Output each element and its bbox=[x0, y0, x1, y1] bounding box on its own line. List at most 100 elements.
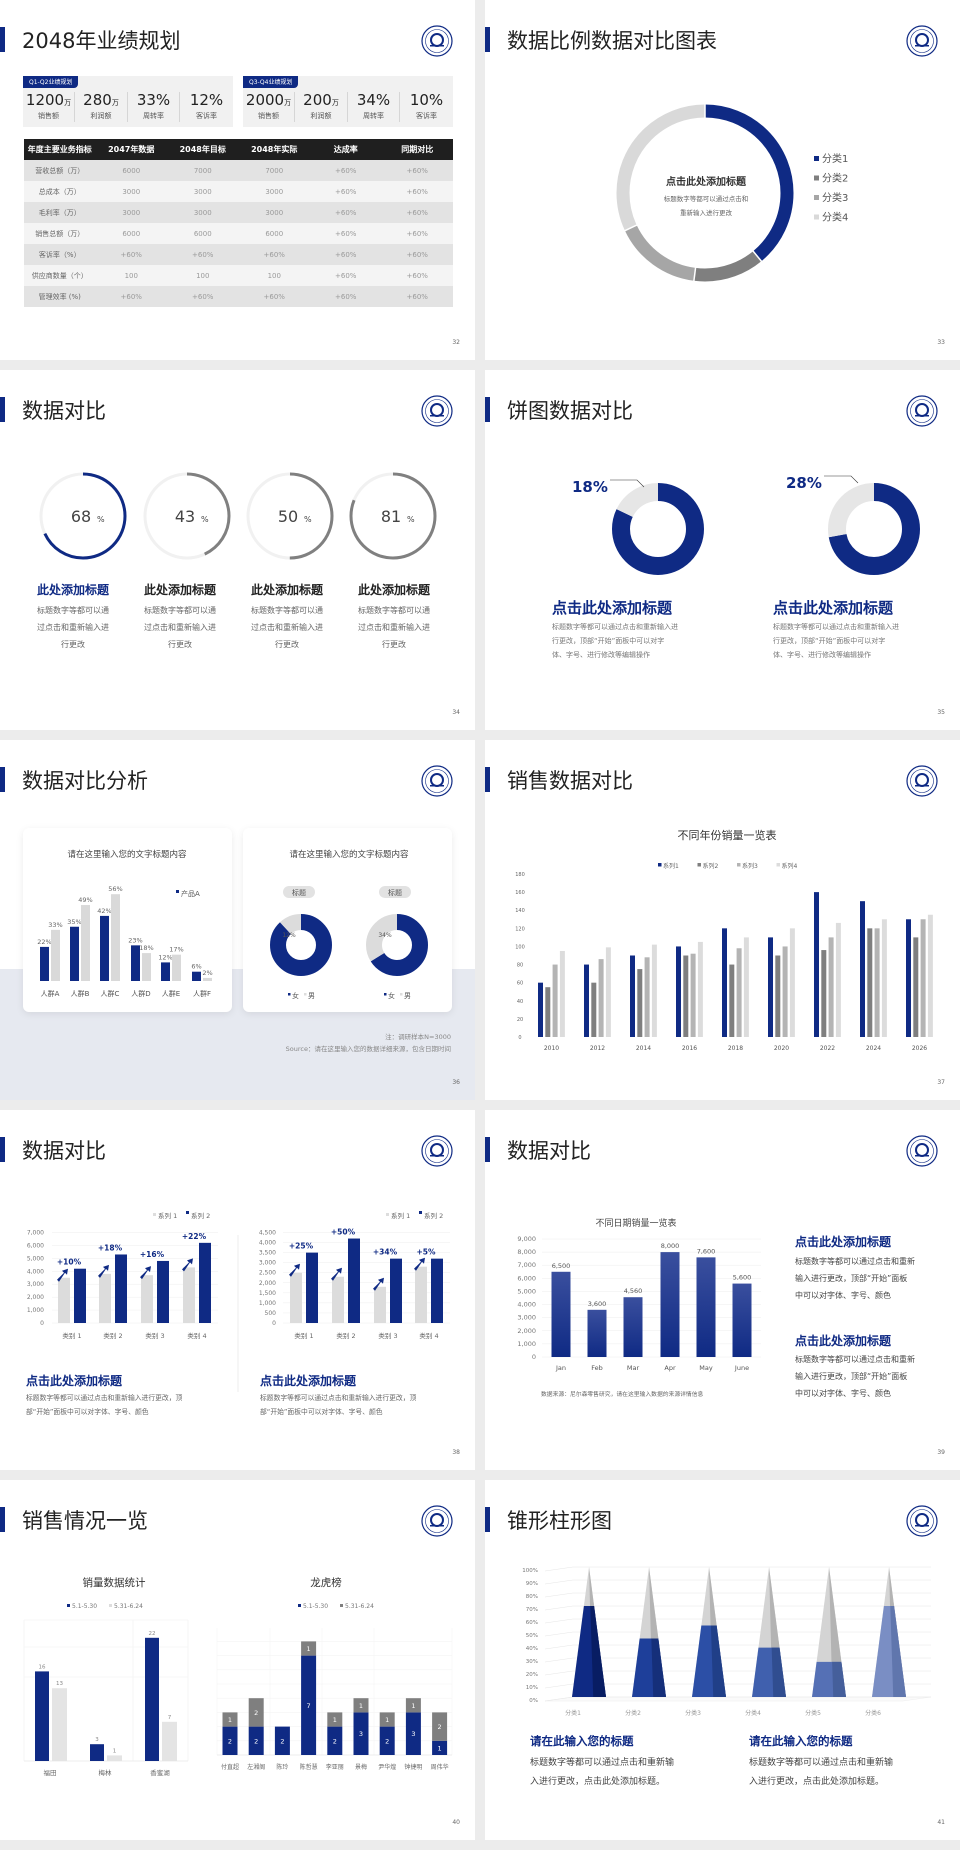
growth-label: +5% bbox=[416, 1248, 436, 1257]
university-seal-icon bbox=[906, 395, 938, 427]
title-accent-bar bbox=[485, 767, 490, 792]
slide-32[interactable]: 2048年业绩规划 32 Q1-Q2业绩规划 1200万 销售额 280万 利润额 33% 周转… bbox=[0, 0, 475, 360]
x-tick-label: 类别 2 bbox=[103, 1331, 122, 1340]
bar-人群B bbox=[81, 905, 90, 981]
table-cell: +60% bbox=[381, 202, 453, 223]
donut-percent-label: 28% bbox=[786, 474, 822, 492]
donut-percent-label: 34% bbox=[378, 932, 392, 939]
page-number: 37 bbox=[937, 1079, 945, 1086]
slide-33[interactable]: 数据比例数据对比图表 33 点击此处添加标题 标题数字等都可以通过点击和 重新输入进行更… bbox=[485, 0, 960, 360]
slide-35[interactable]: 饼图数据对比 35 18% 点击此处添加标题 标题数字等都可以通过点击和重新输入进 行更改… bbox=[485, 370, 960, 730]
x-tick-label: 2012 bbox=[590, 1045, 605, 1052]
slide-39[interactable]: 数据对比 39 不同日期销量一览表 0 1,000 2,000 3,000 4,000 5,00… bbox=[485, 1110, 960, 1470]
stacked-bar-5.1-5.30-陈哲慧 bbox=[301, 1655, 317, 1755]
donut-center-desc: 重新输入进行更改 bbox=[680, 208, 733, 217]
legend-label: 系列 1 bbox=[158, 1211, 177, 1220]
table-cell: +60% bbox=[310, 202, 382, 223]
university-seal-icon bbox=[906, 1135, 938, 1167]
slide-title: 数据对比 bbox=[22, 399, 106, 423]
bar-series2-类别 3 bbox=[157, 1260, 169, 1323]
bar-人群C bbox=[100, 915, 109, 981]
text-description: 标题数字等都可以通过点击和重新输 bbox=[530, 1756, 674, 1768]
bar-系列2-2026 bbox=[913, 937, 919, 1037]
slide-36[interactable]: 数据对比分析 36 请在这里输入您的文字标题内容 请在这里输入您的文字标题内容 22% 3… bbox=[0, 740, 475, 1100]
chart-title: 龙虎榜 bbox=[310, 1576, 342, 1589]
source-text: Source：请在这里输入您的数据详细来源，包含日期时间 bbox=[286, 1044, 451, 1053]
table-cell: 6000 bbox=[95, 160, 167, 181]
item-description: 体、字号、进行修改等编辑操作 bbox=[773, 650, 871, 659]
table-cell: 客诉率（%） bbox=[24, 244, 96, 265]
source-text: 数据来源：尼尔森零售研究，请在这里输入数据的来源详情信息 bbox=[541, 1390, 704, 1398]
page-number: 40 bbox=[452, 1819, 460, 1826]
legend-swatch bbox=[176, 890, 179, 893]
page-number: 39 bbox=[937, 1449, 945, 1456]
bar-value-label: 7 bbox=[168, 1715, 172, 1721]
table-cell: 100 bbox=[95, 265, 167, 286]
bar-value-label: 3,600 bbox=[588, 1300, 607, 1308]
slide-38[interactable]: 数据对比 38 0 1,000 2,000 3,000 4,000 5,000 6,000 7,0… bbox=[0, 1110, 475, 1470]
legend-label: 女 bbox=[292, 991, 299, 1000]
bar-chart-card bbox=[23, 828, 232, 1012]
page-number: 33 bbox=[937, 339, 945, 346]
slide-37[interactable]: 销售数据对比 37 不同年份销量一览表 系列1 系列2 系列3 系列4 0 20 40 60 80 10… bbox=[485, 740, 960, 1100]
bar-人群D bbox=[131, 945, 140, 981]
legend-label: 系列4 bbox=[782, 862, 798, 870]
x-tick-label: May bbox=[699, 1364, 713, 1372]
bar-series1-类别 1 bbox=[58, 1277, 70, 1323]
bar-系列1-2024 bbox=[860, 901, 865, 1037]
gridline-side bbox=[544, 1566, 574, 1572]
donut-segment-分类2 bbox=[616, 104, 794, 282]
item-description: 过点击和重新输入进 bbox=[37, 622, 109, 632]
table-cell: 7000 bbox=[238, 160, 310, 181]
segment-value-label: 1 bbox=[228, 1716, 232, 1724]
slide-34[interactable]: 数据对比 34 68% 此处添加标题 标题数字等都可以通 过点击和重新输入进 行更改 43% 此… bbox=[0, 370, 475, 730]
x-tick-label: 钟捷明 bbox=[404, 1763, 422, 1771]
bar-系列1-2014 bbox=[630, 955, 635, 1037]
bar-5.31-6.24-香蜜湖 bbox=[162, 1721, 177, 1761]
table-row: 毛利率（万） 3000 3000 3000 +60% +60% bbox=[24, 202, 453, 223]
bar-系列1-2012 bbox=[584, 964, 589, 1037]
table-cell: 6000 bbox=[95, 223, 167, 244]
bar-series1-类别 2 bbox=[99, 1273, 111, 1323]
bar-5.1-5.30-香蜜湖 bbox=[145, 1637, 159, 1761]
text-description: 入进行更改，点击此处添加标题。 bbox=[749, 1775, 884, 1787]
chart-title: 销量数据统计 bbox=[83, 1576, 146, 1589]
item-description: 过点击和重新输入进 bbox=[144, 622, 216, 632]
bar-5.31-6.24-梅林 bbox=[107, 1755, 122, 1761]
kpi-item: 1200万 销售额 bbox=[23, 92, 75, 122]
y-tick-label: 2,000 bbox=[27, 1294, 44, 1301]
table-cell: +60% bbox=[310, 181, 382, 202]
slide-40[interactable]: 销售情况一览 40 销量数据统计 5.1-5.30 5.31-6.24 16 13 福田 3 1 梅… bbox=[0, 1480, 475, 1840]
bar-人群E bbox=[161, 962, 170, 981]
kpi-unit: 万 bbox=[111, 99, 119, 107]
table-row: 营收总额（万） 6000 7000 7000 +60% +60% bbox=[24, 160, 453, 181]
legend-label: 5.1-5.30 bbox=[303, 1603, 328, 1610]
kpi-tag: Q1-Q2业绩规划 bbox=[23, 76, 79, 88]
y-tick-label: 80 bbox=[517, 963, 523, 969]
donut-percent-label: 12% bbox=[282, 932, 296, 939]
title-accent-bar bbox=[0, 1507, 5, 1532]
stacked-bar-5.31-6.24-钟捷明 bbox=[405, 1698, 421, 1713]
text-description: 部“开始”面板中可以对字体、字号、颜色 bbox=[260, 1407, 383, 1416]
legend-label: 系列 2 bbox=[424, 1211, 443, 1220]
slide-41[interactable]: 锥形柱形图 41 0% 10% 20% 30% 40% 50% 60% 70% 80% 90% 100%… bbox=[485, 1480, 960, 1840]
slide-title: 数据对比 bbox=[507, 1139, 591, 1163]
stacked-bar-5.1-5.30-景梅 bbox=[353, 1712, 369, 1755]
slide-graphics: 18% 点击此处添加标题标题数字等都可以通过点击和重新输入进行更改，顶部“开始”面… bbox=[552, 474, 920, 659]
table-cell: +60% bbox=[238, 286, 310, 307]
growth-label: +18% bbox=[98, 1243, 123, 1252]
x-tick-label: Apr bbox=[664, 1364, 676, 1372]
table-cell: +60% bbox=[381, 181, 453, 202]
column-header: 达成率 bbox=[310, 139, 382, 160]
bar-value-label: 23% bbox=[128, 936, 142, 944]
leader-line bbox=[610, 479, 645, 488]
stacked-bar-5.31-6.24-左湘阁 bbox=[248, 1698, 264, 1727]
leader-line bbox=[824, 475, 859, 484]
x-tick-label: 类别 2 bbox=[336, 1331, 355, 1340]
bar-value-label: 22% bbox=[37, 938, 51, 946]
legend-label: 产品A bbox=[181, 889, 200, 898]
bar-系列4-2014 bbox=[651, 944, 657, 1037]
segment-value-label: 3 bbox=[359, 1730, 363, 1738]
table-cell: +60% bbox=[167, 286, 239, 307]
bar-value-label: 17% bbox=[169, 946, 183, 954]
